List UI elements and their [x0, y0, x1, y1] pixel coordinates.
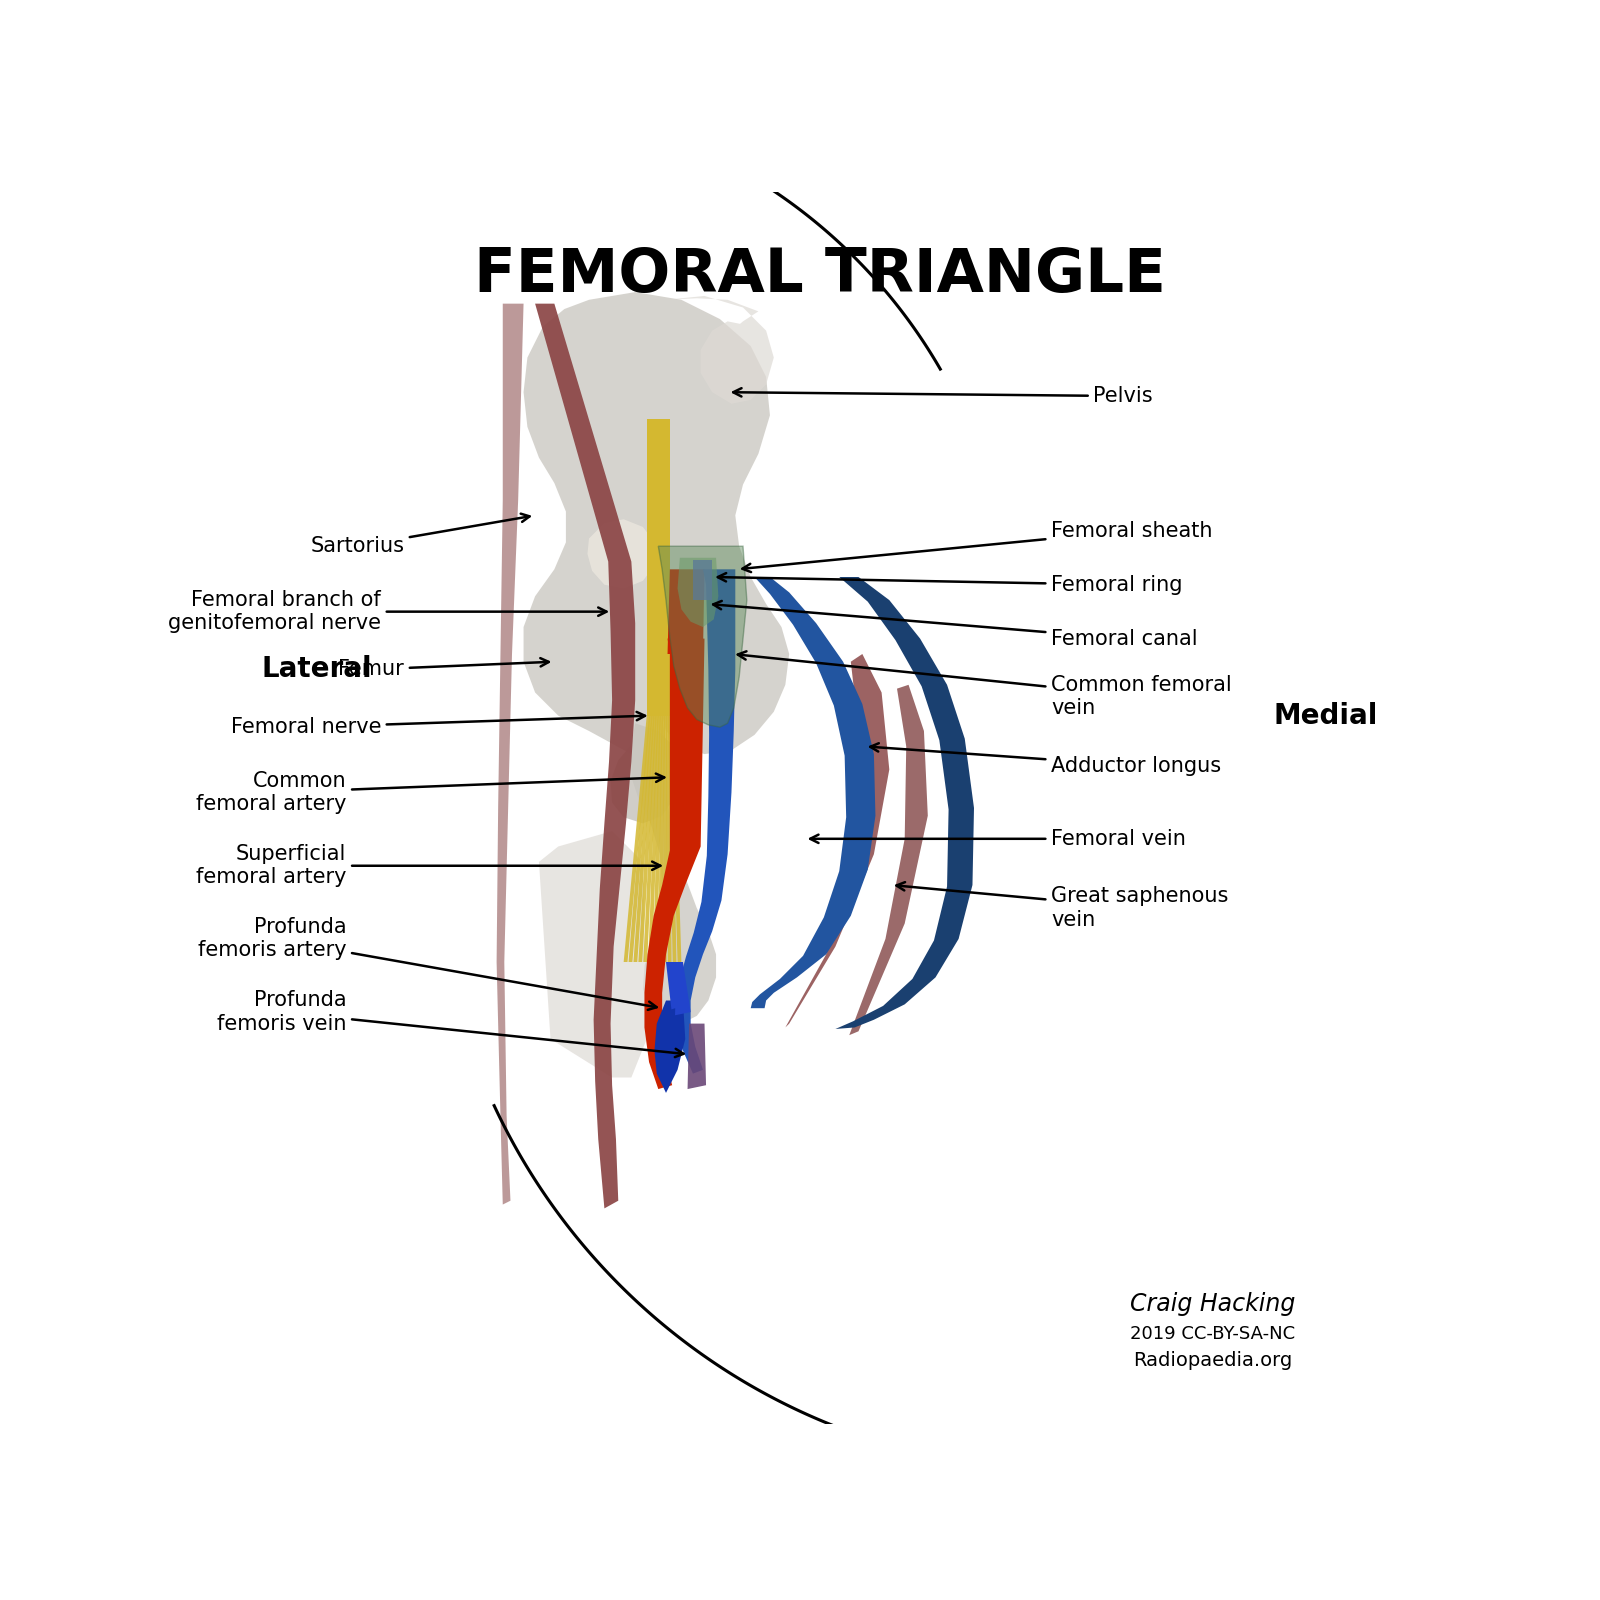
Text: Femoral ring: Femoral ring	[718, 573, 1182, 595]
Polygon shape	[634, 715, 654, 962]
Polygon shape	[677, 570, 736, 1074]
Polygon shape	[688, 1024, 706, 1090]
Polygon shape	[646, 419, 670, 715]
Text: Profunda
femoris artery: Profunda femoris artery	[198, 917, 656, 1010]
Text: Femur: Femur	[339, 658, 549, 680]
Polygon shape	[658, 546, 747, 726]
Text: Profunda
femoris vein: Profunda femoris vein	[218, 990, 683, 1058]
Polygon shape	[750, 578, 875, 1008]
Polygon shape	[523, 293, 789, 1024]
Polygon shape	[502, 304, 635, 1208]
Polygon shape	[666, 296, 774, 403]
Text: Great saphenous
vein: Great saphenous vein	[896, 882, 1229, 930]
Polygon shape	[658, 715, 666, 962]
Polygon shape	[624, 715, 651, 962]
Text: Medial: Medial	[1274, 701, 1378, 730]
Polygon shape	[638, 715, 658, 962]
Polygon shape	[677, 558, 718, 627]
Polygon shape	[659, 1008, 675, 1058]
Text: Femoral sheath: Femoral sheath	[742, 522, 1213, 573]
Text: Femoral canal: Femoral canal	[714, 602, 1198, 648]
Polygon shape	[611, 723, 680, 824]
Text: Common
femoral artery: Common femoral artery	[195, 771, 664, 814]
Polygon shape	[662, 715, 667, 962]
Text: Femoral vein: Femoral vein	[810, 829, 1186, 848]
Text: Superficial
femoral artery: Superficial femoral artery	[195, 845, 661, 888]
Polygon shape	[670, 715, 682, 962]
Polygon shape	[648, 715, 661, 962]
Polygon shape	[496, 304, 523, 1205]
Polygon shape	[654, 1000, 685, 1093]
Polygon shape	[643, 715, 659, 962]
Polygon shape	[666, 962, 691, 1016]
Polygon shape	[539, 830, 646, 1077]
Text: Lateral: Lateral	[262, 656, 373, 683]
Text: Craig Hacking: Craig Hacking	[1130, 1293, 1296, 1317]
Polygon shape	[653, 715, 664, 962]
Text: Femoral nerve: Femoral nerve	[230, 712, 645, 738]
Polygon shape	[850, 685, 928, 1035]
Text: Radiopaedia.org: Radiopaedia.org	[1133, 1350, 1293, 1370]
Text: Common femoral
vein: Common femoral vein	[738, 651, 1232, 718]
Polygon shape	[629, 715, 653, 962]
Text: Pelvis: Pelvis	[733, 386, 1154, 406]
Polygon shape	[587, 520, 654, 589]
Polygon shape	[666, 715, 672, 962]
Text: Sartorius: Sartorius	[310, 514, 530, 557]
Polygon shape	[645, 638, 704, 1090]
Text: FEMORAL TRIANGLE: FEMORAL TRIANGLE	[474, 246, 1166, 306]
Polygon shape	[667, 715, 677, 962]
Polygon shape	[786, 654, 890, 1027]
Polygon shape	[667, 570, 704, 654]
Text: Adductor longus: Adductor longus	[870, 744, 1221, 776]
Text: Femoral branch of
genitofemoral nerve: Femoral branch of genitofemoral nerve	[168, 590, 606, 634]
Polygon shape	[693, 560, 712, 600]
Text: 2019 CC-BY-SA-NC: 2019 CC-BY-SA-NC	[1130, 1325, 1296, 1342]
Polygon shape	[835, 578, 974, 1029]
